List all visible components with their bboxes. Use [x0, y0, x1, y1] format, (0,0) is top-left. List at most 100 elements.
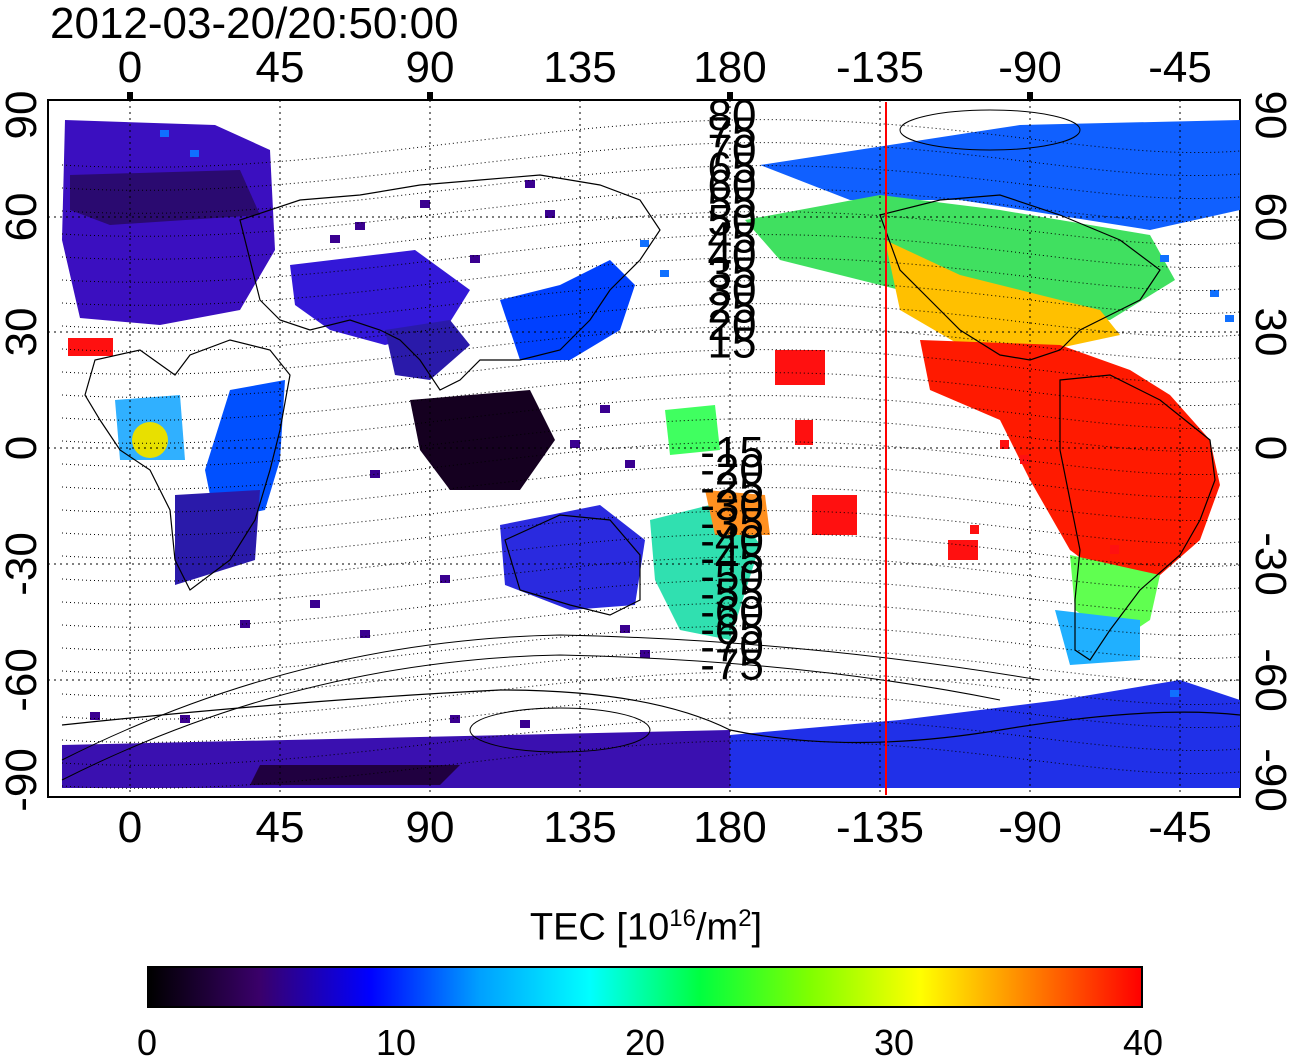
x-tick-bottom: 135	[543, 803, 616, 852]
contour-line	[61, 694, 1241, 743]
y-tick-left: 0	[0, 436, 46, 460]
contour-line	[61, 533, 1241, 582]
tec-region-antarctic-west	[62, 730, 730, 788]
tec-region-india	[385, 320, 470, 380]
contour-label: -30	[700, 481, 764, 530]
contour-label: -45	[700, 534, 764, 583]
tec-region-north-america-green	[745, 195, 1175, 320]
contour-line	[61, 119, 1241, 168]
x-tick-bottom: 180	[693, 803, 766, 852]
contour-line	[61, 625, 1241, 674]
contour-line	[61, 395, 1241, 444]
colorbar-tick-label: 20	[624, 1022, 666, 1063]
tec-region-africa-south	[175, 490, 260, 585]
solid-contours	[61, 109, 1081, 781]
coastlines	[61, 174, 1241, 744]
contour-label: -25	[700, 463, 764, 512]
tec-hotspot-canary	[68, 338, 113, 356]
contour-label: -55	[700, 570, 764, 619]
contour-label: 20	[708, 301, 757, 350]
tec-map: 8075706560555045403530252015-15-20-25-30…	[0, 43, 1292, 852]
contour-label: -60	[700, 587, 764, 636]
contour-label: 45	[708, 214, 757, 263]
contour-line	[61, 372, 1241, 421]
y-tick-left: -60	[0, 648, 46, 712]
contour-line	[61, 441, 1241, 490]
magnetic-contours	[61, 119, 1241, 789]
contour-label: 15	[708, 319, 757, 368]
tec-patch-south-pacific	[812, 495, 857, 535]
contour-line	[61, 487, 1241, 536]
tec-region-south-america	[920, 340, 1220, 580]
x-tick-top: 0	[118, 43, 142, 92]
x-tick-bottom: 0	[118, 803, 142, 852]
contour-line	[61, 326, 1241, 375]
x-tick-top: -90	[998, 43, 1062, 92]
y-tick-left: 60	[0, 193, 46, 242]
tec-region-pacific-green	[665, 405, 720, 455]
tec-region-antarctic-dark	[250, 765, 460, 785]
tec-scatter-dots-blue	[160, 130, 1234, 697]
contour-line	[61, 579, 1241, 628]
x-axis-bottom: 0 45 90 135 180 -135 -90 -45	[118, 803, 1212, 852]
x-tick-top: -135	[836, 43, 924, 92]
x-tick-top: 45	[256, 43, 305, 92]
lat-grid	[48, 216, 1240, 681]
contour-label: 75	[708, 109, 757, 158]
y-tick-left: -30	[0, 532, 46, 596]
tec-region-arctic	[760, 120, 1240, 230]
x-axis-top: 0 45 90 135 180 -135 -90 -45	[118, 43, 1212, 92]
y-axis-left: 90 60 30 0 -30 -60 -90	[0, 91, 46, 812]
contour-label: -20	[700, 446, 764, 495]
contour-label: 35	[708, 249, 757, 298]
contour-line	[61, 257, 1241, 306]
contour-line	[61, 349, 1241, 398]
contour-line	[61, 556, 1241, 605]
timestamp-title: 2012-03-20/20:50:00	[50, 0, 459, 48]
tec-scatter-dots-red	[970, 440, 1119, 554]
tec-region-antarctic-east	[730, 680, 1240, 788]
x-tick-bottom: 90	[406, 803, 455, 852]
tec-hotspot-africa	[132, 422, 168, 458]
colorbar-tick-label: 30	[873, 1022, 915, 1063]
tec-region-asia	[290, 250, 470, 345]
x-tick-top: 135	[543, 43, 616, 92]
colorbar-title: TEC [1016/m2]	[529, 905, 763, 949]
tec-patch-small	[795, 420, 813, 445]
x-tick-bottom: -135	[836, 803, 924, 852]
y-tick-right: -60	[1246, 648, 1292, 712]
y-tick-right: 90	[1246, 91, 1292, 140]
contour-line	[61, 510, 1241, 559]
contour-label: -70	[700, 623, 764, 672]
tec-patch-easter	[948, 540, 978, 560]
y-tick-left: 90	[0, 91, 46, 140]
contour-label: 40	[708, 231, 757, 280]
contour-label: 60	[708, 161, 757, 210]
colorbar-tick-label: 40	[1122, 1022, 1164, 1063]
y-axis-right: 90 60 30 0 -30 -60 -90	[1246, 91, 1292, 812]
tec-scatter-dots	[90, 180, 650, 728]
y-tick-right: -90	[1246, 748, 1292, 812]
contour-line	[61, 648, 1241, 697]
tec-region-europe-dark	[70, 170, 260, 225]
contour-line	[61, 234, 1241, 283]
frame-ticks	[127, 92, 1033, 100]
contour-label: 65	[708, 144, 757, 193]
contour-line	[61, 188, 1241, 237]
contour-line	[61, 211, 1241, 260]
x-tick-top: -45	[1148, 43, 1212, 92]
x-tick-bottom: 45	[256, 803, 305, 852]
colorbar-tick-label: 10	[375, 1022, 417, 1063]
contour-line	[61, 464, 1241, 513]
contour-label: -35	[700, 499, 764, 548]
contour-line	[61, 142, 1241, 191]
colorbar	[147, 966, 1143, 1008]
contour-label: -40	[700, 517, 764, 566]
tec-region-pacific-warm	[705, 490, 770, 535]
x-tick-top: 90	[406, 43, 455, 92]
tec-region-east-asia	[500, 260, 635, 360]
contour-label: -15	[700, 428, 764, 477]
x-tick-top: 180	[693, 43, 766, 92]
colorbar-tick-label: 0	[136, 1022, 158, 1063]
tec-region-indonesia	[410, 390, 555, 490]
